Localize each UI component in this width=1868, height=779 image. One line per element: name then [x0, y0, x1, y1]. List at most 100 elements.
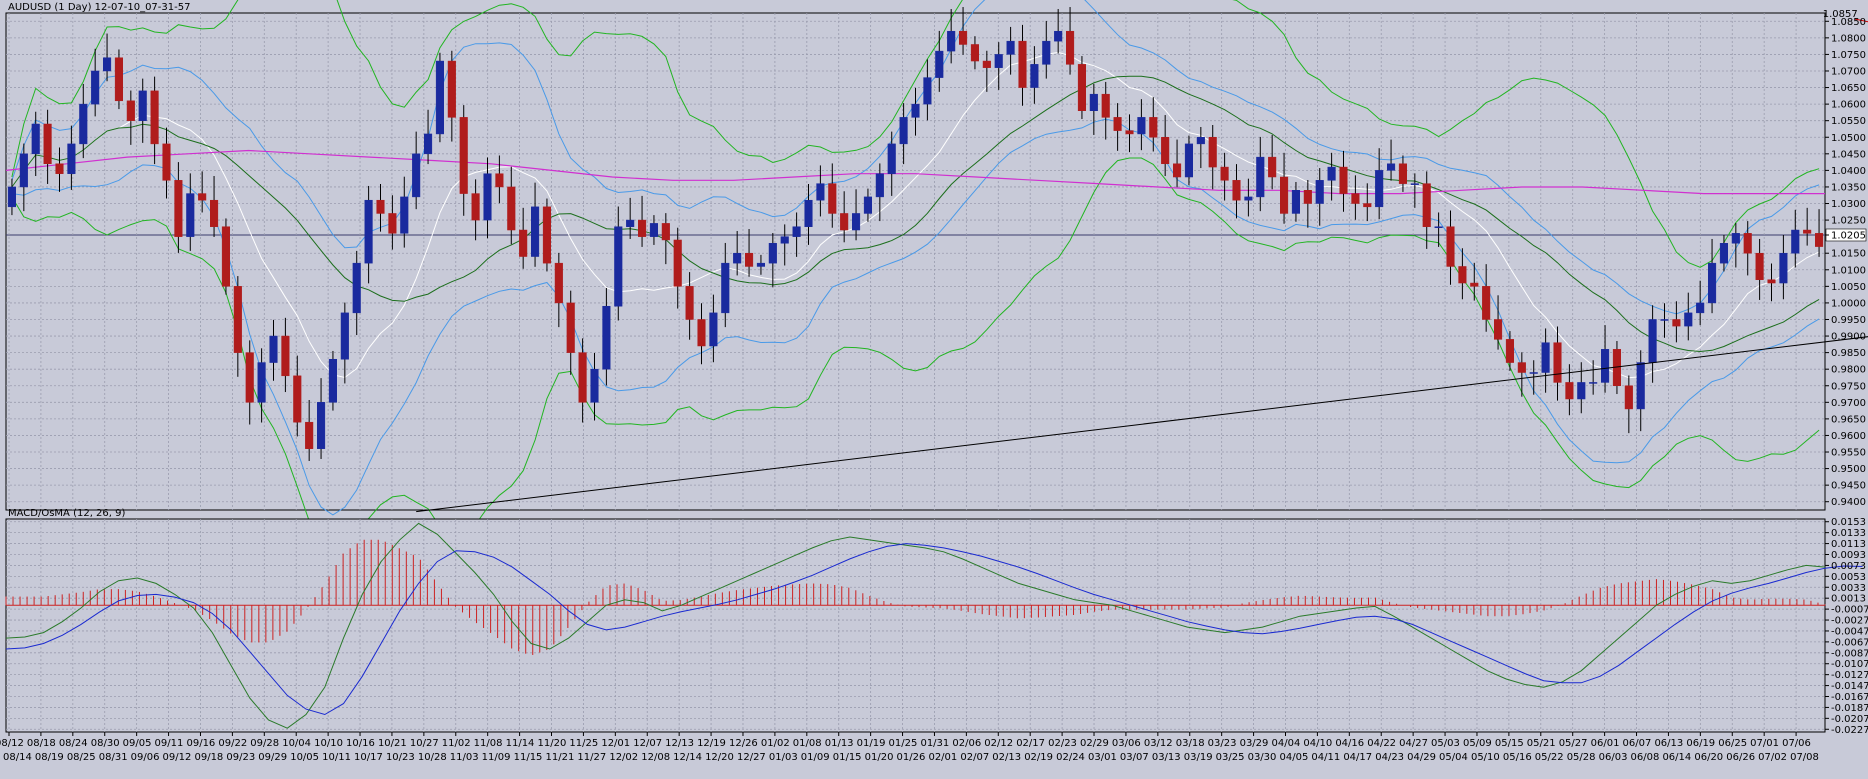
candle-body: [1077, 64, 1086, 111]
candle-body: [495, 173, 504, 188]
price-tick-label: 1.0700: [1831, 66, 1866, 77]
macd-tick-label: 0.0113: [1831, 539, 1866, 550]
candle-body: [1505, 339, 1514, 363]
date-tick-label-bottom: 02/01: [928, 752, 957, 763]
candle-body: [1648, 319, 1657, 363]
candle-body: [1410, 183, 1419, 185]
date-tick-label-bottom: 03/07: [1120, 752, 1149, 763]
date-tick-label-top: 04/16: [1335, 738, 1364, 749]
candle-body: [733, 252, 742, 264]
date-tick-label-bottom: 03/01: [1088, 752, 1117, 763]
candle-body: [198, 193, 207, 201]
candle-body: [1494, 319, 1503, 340]
macd-tick-label: -0.0227: [1831, 725, 1868, 736]
candle-body: [186, 193, 195, 237]
date-tick-label-bottom: 12/14: [673, 752, 702, 763]
price-tick-label: 1.0400: [1831, 166, 1866, 177]
price-tick-label: 1.0750: [1831, 50, 1866, 61]
candle-body: [745, 252, 754, 267]
date-tick-label-top: 12/26: [729, 738, 758, 749]
date-tick-label-bottom: 09/23: [226, 752, 255, 763]
date-tick-label-bottom: 06/20: [1694, 752, 1723, 763]
candle-body: [542, 206, 551, 264]
macd-tick-label: 0.0013: [1831, 594, 1866, 605]
candle-body: [1458, 266, 1467, 284]
price-tick-label: 1.0150: [1831, 249, 1866, 260]
date-tick-label-bottom: 03/19: [1184, 752, 1213, 763]
price-tick-label: 1.0550: [1831, 116, 1866, 127]
date-tick-label-top: 02/06: [952, 738, 981, 749]
candle-body: [673, 239, 682, 287]
date-tick-label-top: 02/23: [1048, 738, 1077, 749]
date-tick-label-bottom: 02/24: [1056, 752, 1085, 763]
date-tick-label-bottom: 11/27: [577, 752, 606, 763]
candle-body: [1791, 229, 1800, 254]
candle-body: [174, 180, 183, 237]
candle-body: [340, 312, 349, 360]
macd-tick-label: -0.0207: [1831, 714, 1868, 725]
price-tick-label: 1.0850: [1831, 17, 1866, 28]
price-annotation: 1.0857: [1823, 9, 1858, 20]
price-tick-label: 1.0250: [1831, 216, 1866, 227]
candle-body: [1161, 137, 1170, 165]
date-tick-label-bottom: 02/19: [1024, 752, 1053, 763]
date-tick-label-bottom: 11/15: [514, 752, 543, 763]
candle-body: [792, 226, 801, 237]
date-tick-label-top: 11/02: [442, 738, 471, 749]
date-tick-label-top: 10/04: [282, 738, 311, 749]
date-tick-label-top: 11/25: [569, 738, 598, 749]
macd-tick-label: -0.0087: [1831, 648, 1868, 659]
candle-body: [566, 302, 575, 353]
macd-grid: [6, 519, 1825, 732]
candle-body: [1815, 233, 1824, 247]
date-tick-label-top: 04/27: [1399, 738, 1428, 749]
price-tick-label: 1.0300: [1831, 199, 1866, 210]
candle-body: [1280, 176, 1289, 214]
bollinger-upper-outer: [11, 0, 1820, 268]
date-tick-label-bottom: 04/05: [1279, 752, 1308, 763]
candle-body: [103, 57, 112, 72]
price-tick-label: 0.9450: [1831, 481, 1866, 492]
candle-body: [804, 199, 813, 227]
candle-body: [994, 54, 1003, 68]
date-tick-label-top: 03/12: [1144, 738, 1173, 749]
candle-body: [483, 173, 492, 221]
candle-body: [1220, 166, 1229, 181]
date-tick-label-bottom: 04/11: [1311, 752, 1340, 763]
long-ma-line: [5, 149, 1825, 195]
macd-tick-label: -0.0187: [1831, 703, 1868, 714]
candle-body: [1387, 163, 1396, 171]
price-tick-label: 0.9900: [1831, 332, 1866, 343]
macd-tick-label: 0.0093: [1831, 550, 1866, 561]
date-tick-label-bottom: 03/13: [1152, 752, 1181, 763]
candle-body: [1755, 252, 1764, 280]
candle-body: [1137, 117, 1146, 135]
candle-body: [55, 163, 64, 174]
candle-body: [828, 183, 837, 214]
candle-body: [1482, 286, 1491, 320]
macd-lines: [5, 522, 1863, 729]
candle-body: [1339, 166, 1348, 194]
candle-body: [305, 421, 314, 449]
candle-body: [400, 196, 409, 234]
candle-body: [1517, 362, 1526, 373]
date-tick-label-top: 09/05: [123, 738, 152, 749]
date-tick-label-top: 01/31: [920, 738, 949, 749]
candle-body: [1208, 137, 1217, 168]
date-tick-label-bottom: 05/28: [1567, 752, 1596, 763]
price-tick-label: 1.0100: [1831, 265, 1866, 276]
macd-tick-label: -0.0167: [1831, 692, 1868, 703]
price-tick-label: 1.0650: [1831, 83, 1866, 94]
candle-body: [554, 262, 563, 304]
date-tick-label-top: 05/27: [1559, 738, 1588, 749]
candle-body: [1422, 183, 1431, 227]
candle-body: [1446, 226, 1455, 267]
candle-body: [67, 143, 76, 174]
date-tick-label-top: 05/15: [1495, 738, 1524, 749]
date-tick-label-bottom: 07/08: [1790, 752, 1819, 763]
candle-body: [1006, 40, 1015, 55]
macd-tick-label: -0.0047: [1831, 626, 1868, 637]
date-tick-label-top: 12/07: [633, 738, 662, 749]
date-tick-label-top: 04/04: [1271, 738, 1300, 749]
